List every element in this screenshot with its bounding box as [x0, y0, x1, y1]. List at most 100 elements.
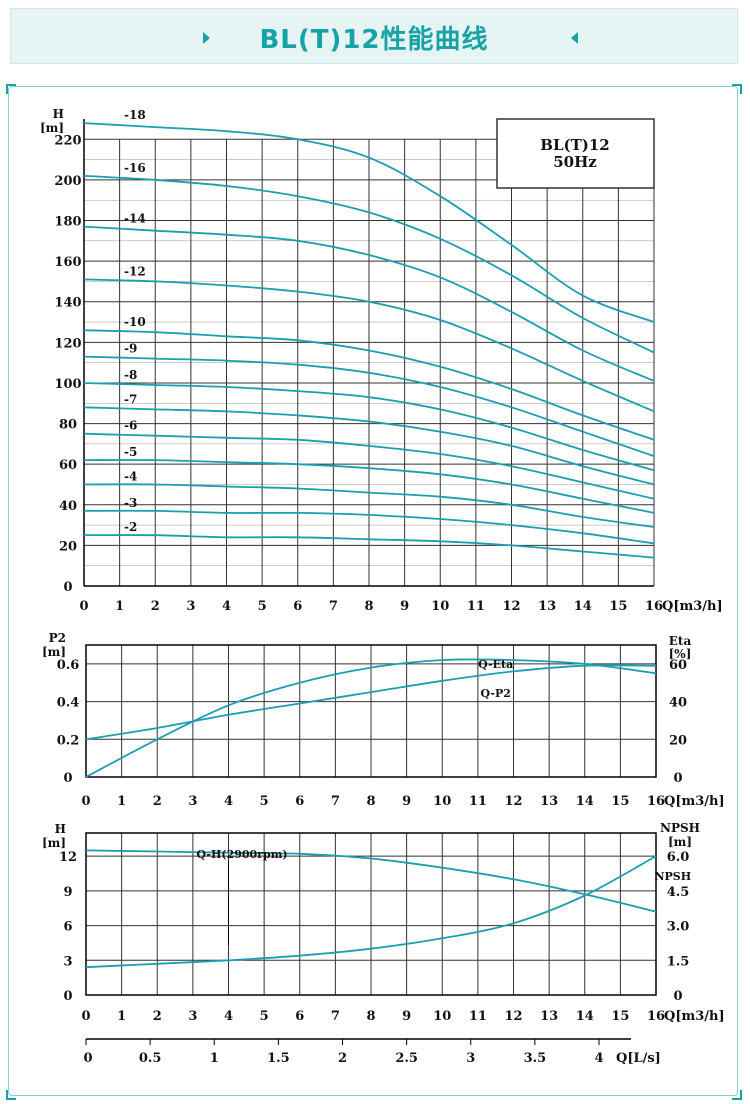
x-tick-label: 6	[295, 794, 304, 809]
y-tick-label-left: 0.6	[57, 658, 80, 673]
x-tick-label: 13	[538, 599, 556, 614]
y-tick-label: 160	[54, 255, 81, 270]
x-tick-label: 8	[366, 1009, 375, 1024]
curve-label: -18	[124, 108, 146, 122]
curve-stage-7	[83, 406, 655, 486]
x-tick-label: 8	[366, 794, 375, 809]
curve-label: -9	[124, 342, 137, 356]
y-tick-label: 200	[54, 174, 81, 189]
x-tick-label: 14	[576, 794, 594, 809]
y-tick-label: 40	[59, 499, 77, 514]
secondary-axis-label: Q[L/s]	[616, 1051, 661, 1066]
y-tick-label-left: 0	[63, 989, 72, 1004]
y-axis-unit-right: [%]	[669, 647, 692, 661]
frame-corner	[6, 1090, 16, 1100]
secondary-tick-label: 0	[83, 1051, 92, 1066]
secondary-tick-label: 2	[338, 1051, 347, 1066]
title-banner: BL(T)12性能曲线	[10, 8, 738, 64]
x-tick-label: 0	[81, 1009, 90, 1024]
curve-label: -10	[124, 315, 146, 329]
curve-stage-14	[83, 225, 655, 382]
x-tick-label: 12	[504, 1009, 522, 1024]
x-axis-label: Q[m3/h]	[664, 1009, 725, 1024]
y-tick-label-right: 40	[669, 696, 687, 711]
x-tick-label: 10	[433, 1009, 451, 1024]
x-tick-label: 6	[295, 1009, 304, 1024]
x-tick-label: 1	[117, 794, 126, 809]
page-title: BL(T)12性能曲线	[259, 25, 489, 55]
series-label: Q-P2	[480, 687, 510, 700]
chart-frame	[8, 86, 738, 1096]
x-tick-label: 0	[79, 599, 88, 614]
x-tick-label: 4	[224, 1009, 233, 1024]
series-label: NPSH	[654, 870, 691, 883]
curve-stage-2	[83, 534, 655, 559]
curve-label: -4	[124, 469, 137, 483]
curve-label: -12	[124, 264, 146, 278]
x-tick-label: 11	[469, 1009, 487, 1024]
curve-q-eta	[85, 658, 657, 778]
y-tick-label: 60	[59, 458, 77, 473]
x-tick-label: 11	[469, 794, 487, 809]
x-tick-label: 0	[81, 794, 90, 809]
x-tick-label: 4	[222, 599, 231, 614]
x-tick-label: 10	[433, 794, 451, 809]
x-tick-label: 2	[153, 794, 162, 809]
x-tick-label: 16	[647, 794, 665, 809]
secondary-tick-label: 2.5	[395, 1051, 418, 1066]
curve-stage-8	[83, 382, 655, 472]
x-tick-label: 3	[188, 794, 197, 809]
frame-corner	[732, 1090, 742, 1100]
y-axis-unit-left: [m]	[42, 836, 66, 850]
curve-stage-16	[83, 175, 655, 354]
x-tick-label: 3	[186, 599, 195, 614]
curve-stage-3	[83, 509, 655, 545]
y-axis-label: H	[53, 107, 64, 121]
y-tick-label-right: 4.5	[667, 885, 690, 900]
y-tick-label-left: 3	[63, 954, 72, 969]
x-axis-label: Q[m3/h]	[662, 599, 723, 614]
x-tick-label: 16	[645, 599, 663, 614]
y-tick-label: 220	[54, 133, 81, 148]
curve-q-h-2900rpm-	[85, 849, 657, 913]
x-tick-label: 9	[400, 599, 409, 614]
x-tick-label: 13	[540, 794, 558, 809]
x-tick-label: 15	[609, 599, 627, 614]
x-tick-label: 15	[611, 794, 629, 809]
legend-frequency: 50Hz	[553, 153, 597, 171]
y-tick-label-left: 6	[63, 920, 72, 935]
frame-corner	[6, 84, 16, 94]
curve-label: -6	[124, 419, 137, 433]
curve-q-p2	[85, 664, 657, 741]
x-tick-label: 7	[331, 794, 340, 809]
x-tick-label: 5	[260, 794, 269, 809]
y-axis-label-left: P2	[49, 631, 66, 645]
x-tick-label: 15	[611, 1009, 629, 1024]
x-tick-label: 11	[467, 599, 485, 614]
curve-stage-4	[83, 483, 655, 528]
legend-model: BL(T)12	[540, 136, 609, 154]
x-tick-label: 14	[574, 599, 592, 614]
curve-label: -16	[124, 161, 146, 175]
legend-box	[496, 118, 655, 189]
x-tick-label: 7	[329, 599, 338, 614]
curve-label: -8	[124, 368, 137, 382]
curve-stage-12	[83, 278, 655, 413]
y-tick-label-right: 0	[673, 771, 682, 786]
triangle-left-icon	[571, 32, 578, 44]
y-tick-label: 100	[54, 377, 81, 392]
x-tick-label: 13	[540, 1009, 558, 1024]
y-tick-label: 20	[59, 539, 77, 554]
y-tick-label: 140	[54, 296, 81, 311]
secondary-tick-label: 4	[594, 1051, 603, 1066]
y-axis-unit: [m]	[40, 121, 64, 135]
y-tick-label: 120	[54, 336, 81, 351]
x-tick-label: 5	[258, 599, 267, 614]
triangle-right-icon	[203, 32, 210, 44]
y-axis-label-right: NPSH	[660, 821, 700, 835]
x-tick-label: 3	[188, 1009, 197, 1024]
curve-stage-10	[83, 329, 655, 441]
x-tick-label: 4	[224, 794, 233, 809]
y-tick-label-left: 0.4	[57, 696, 80, 711]
y-tick-label-right: 6.0	[667, 850, 690, 865]
